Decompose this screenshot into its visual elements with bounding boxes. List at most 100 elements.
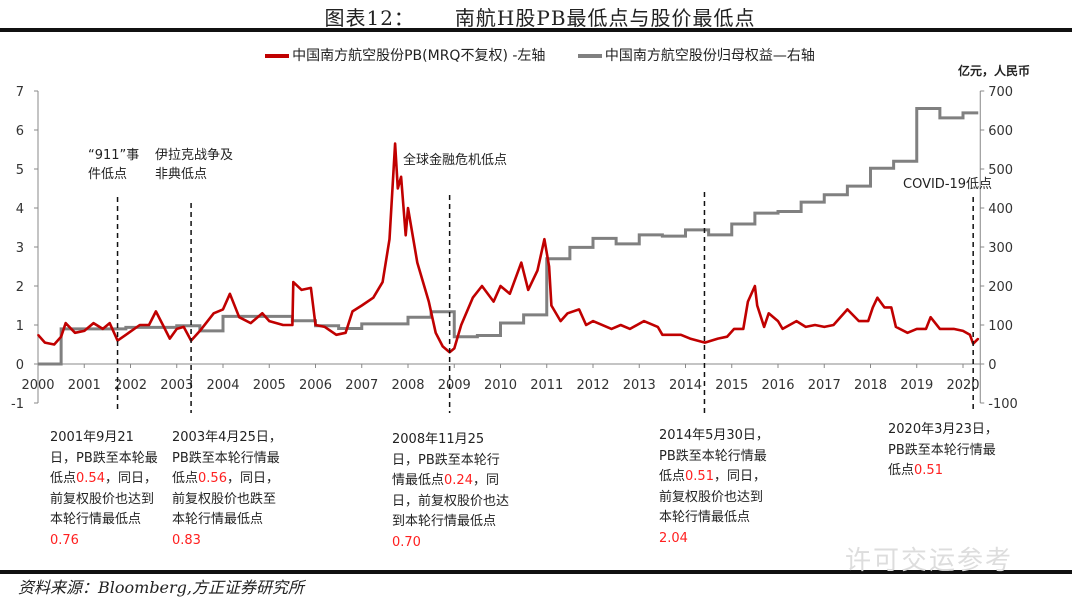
pb-data-point — [585, 324, 587, 326]
pb-data-point — [344, 332, 347, 334]
annotation-covid: COVID-19低点 — [903, 177, 993, 192]
figure-number: 图表12： — [324, 6, 415, 30]
pb-data-point — [619, 324, 622, 326]
right-axis-units: 亿元，人民币 — [957, 64, 1030, 78]
pb-data-point — [795, 320, 798, 322]
pb-data-point — [155, 310, 157, 313]
note-value: 0.70 — [392, 534, 421, 550]
note-value: 0.56 — [198, 471, 227, 486]
pb-data-point — [629, 328, 631, 330]
pb-data-point — [767, 312, 770, 315]
pb-data-point — [520, 261, 523, 264]
pb-data-point — [846, 308, 849, 311]
pb-data-point — [906, 332, 909, 334]
pb-data-point — [92, 322, 95, 324]
note-value: 0.51 — [685, 469, 714, 484]
note-text: 2020年3月23日，PB跌至本轮行情最低点 — [888, 422, 998, 478]
note-text: ，同日，前复权股价也达到本轮行情最低点 — [50, 471, 157, 527]
note-value: 2.04 — [659, 530, 688, 546]
pb-data-point — [543, 238, 546, 240]
pb-data-point — [823, 326, 826, 328]
pb-data-point — [689, 337, 691, 340]
right-tick-label: 300 — [988, 241, 1013, 256]
pb-data-point — [726, 335, 728, 338]
x-tick-label: 2009 — [438, 378, 471, 393]
pb-data-point — [754, 285, 756, 287]
left-tick-label: -1 — [11, 397, 24, 412]
x-tick-label: 2002 — [114, 378, 147, 393]
source-note: 资料来源：Bloomberg,方正证券研究所 — [18, 578, 305, 597]
pb-data-point — [37, 333, 39, 336]
right-tick-label: 500 — [988, 163, 1013, 178]
watermark: 许可交运参考 — [845, 546, 1014, 576]
legend: 中国南方航空股份PB(MRQ不复权) -左轴 中国南方航空股份归母权益—右轴 — [0, 45, 1080, 65]
x-tick-label: 2011 — [530, 378, 563, 393]
pb-data-point — [222, 308, 224, 311]
x-tick-label: 2010 — [484, 378, 517, 393]
pb-data-point — [314, 324, 317, 326]
event-note: 2008年11月25日，PB跌至本轮行情最低点0.24，同日，前复权股价也达到本… — [392, 430, 510, 553]
pb-data-point — [400, 176, 402, 178]
pb-data-point — [261, 312, 264, 315]
pb-data-point — [453, 347, 456, 350]
pb-data-point — [162, 324, 164, 326]
pb-data-point — [64, 322, 67, 324]
event-note: 2020年3月23日，PB跌至本轮行情最低点0.51 — [888, 420, 1008, 482]
pb-data-point — [814, 324, 816, 326]
pb-data-point — [977, 337, 980, 340]
legend-label: 中国南方航空股份PB(MRQ不复权) -左轴 — [292, 48, 546, 64]
pb-data-point — [867, 320, 869, 322]
figure-title-text: 南航H股PB最低点与股价最低点 — [454, 6, 756, 30]
pb-data-point — [238, 316, 240, 319]
legend-swatch-grey — [577, 54, 602, 58]
x-tick-label: 2013 — [623, 378, 656, 393]
pb-data-point — [83, 330, 86, 332]
x-tick-label: 2019 — [900, 378, 933, 393]
x-tick-label: 2003 — [160, 378, 193, 393]
pb-data-point — [460, 324, 462, 326]
pb-data-point — [300, 289, 303, 291]
pb-data-point — [962, 330, 964, 332]
pb-data-point — [763, 326, 765, 328]
pb-data-point — [60, 335, 62, 338]
legend-item-pb: 中国南方航空股份PB(MRQ不复权) -左轴 — [265, 45, 545, 65]
right-tick-label: 100 — [988, 319, 1013, 334]
note-text: 2003年4月25日，PB跌至本轮行情最低点 — [172, 430, 282, 486]
pb-data-point — [492, 300, 495, 303]
x-tick-label: 2016 — [761, 378, 794, 393]
pb-data-point — [292, 281, 295, 283]
pb-data-point — [268, 320, 271, 322]
pb-data-point — [310, 287, 312, 289]
x-tick-label: 2007 — [345, 378, 378, 393]
pb-data-point — [138, 324, 141, 326]
bottom-rule — [0, 570, 1072, 574]
legend-swatch-red — [265, 54, 290, 58]
pb-data-point — [876, 296, 879, 299]
note-value: 0.54 — [76, 471, 105, 486]
pb-data-point — [381, 281, 384, 283]
right-tick-label: 700 — [988, 85, 1013, 100]
left-tick-label: 2 — [16, 280, 24, 295]
note-value: 0.24 — [444, 473, 473, 488]
pb-data-point — [559, 320, 562, 322]
pb-data-point — [434, 332, 437, 334]
pb-data-point — [777, 320, 779, 322]
pb-data-point — [428, 300, 430, 303]
x-tick-label: 2008 — [391, 378, 424, 393]
pb-data-point — [566, 312, 569, 315]
x-tick-label: 2015 — [715, 378, 748, 393]
pb-data-point — [592, 320, 594, 322]
pb-data-point — [169, 337, 171, 340]
note-value: 0.51 — [914, 463, 943, 478]
pb-data-point — [441, 345, 444, 348]
left-tick-label: 6 — [16, 124, 24, 139]
pb-data-point — [481, 285, 483, 287]
pb-data-point — [610, 328, 613, 330]
left-tick-label: 1 — [16, 319, 24, 334]
pb-data-point — [394, 142, 396, 145]
pb-data-point — [939, 328, 941, 330]
pb-data-point — [578, 308, 580, 311]
x-tick-label: 2001 — [68, 378, 101, 393]
pb-data-point — [499, 285, 502, 287]
pb-data-point — [360, 304, 363, 307]
